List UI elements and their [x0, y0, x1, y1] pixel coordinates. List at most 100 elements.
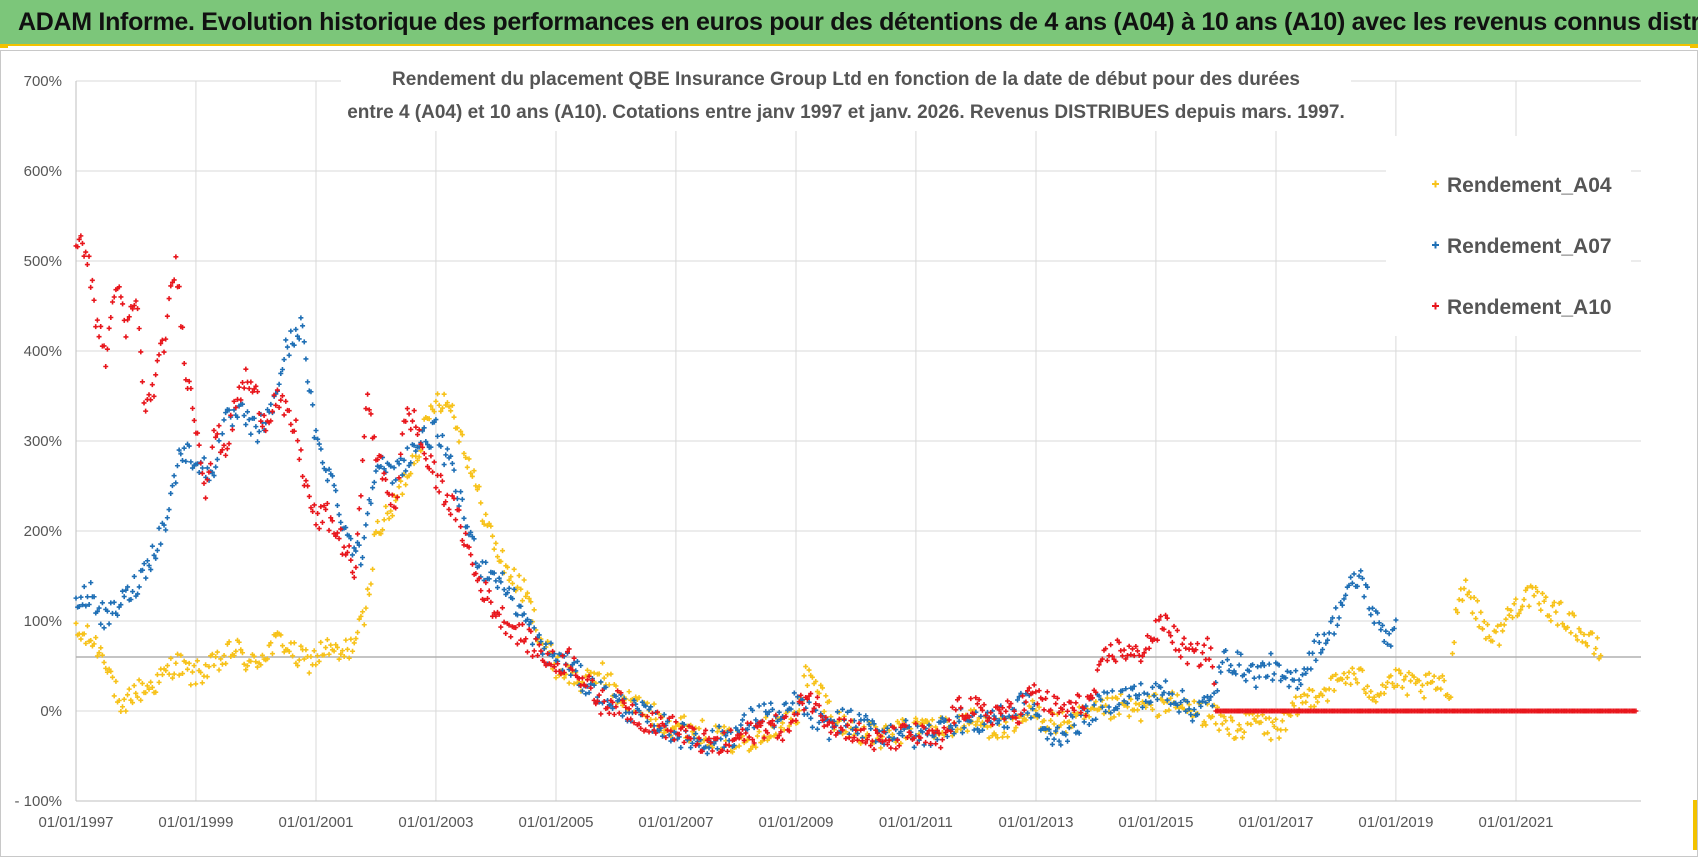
data-point-A07 [1250, 662, 1256, 668]
data-point-A10 [439, 478, 445, 484]
data-point-A04 [356, 616, 362, 622]
data-point-A10 [679, 724, 685, 730]
data-point-A04 [488, 523, 494, 529]
data-point-A07 [158, 541, 164, 547]
data-point-A10 [211, 427, 217, 433]
data-point-A04 [339, 648, 345, 654]
data-point-A04 [1541, 598, 1547, 604]
data-point-A10 [628, 716, 634, 722]
data-point-A04 [1005, 734, 1011, 740]
data-point-A07 [1256, 674, 1262, 680]
data-point-A10 [399, 431, 405, 437]
data-point-A10 [238, 397, 244, 403]
data-point-A07 [428, 444, 434, 450]
data-point-A04 [1381, 691, 1387, 697]
data-point-A04 [1568, 630, 1574, 636]
data-point-A07 [336, 512, 342, 518]
data-point-A07 [1315, 632, 1321, 638]
data-point-A10 [851, 734, 857, 740]
data-point-A10 [719, 748, 725, 754]
data-point-A10 [786, 728, 792, 734]
data-point-A07 [371, 479, 377, 485]
data-point-A04 [1571, 613, 1577, 619]
data-point-A10 [274, 387, 280, 393]
data-point-A04 [1486, 634, 1492, 640]
data-point-A10 [148, 397, 154, 403]
data-point-A04 [83, 640, 89, 646]
data-point-A04 [173, 660, 179, 666]
data-point-A07 [1318, 650, 1324, 656]
data-point-A10 [430, 469, 436, 475]
data-point-A07 [284, 344, 290, 350]
data-point-A07 [214, 456, 220, 462]
data-point-A10 [518, 637, 524, 643]
data-point-A10 [198, 460, 204, 466]
data-point-A07 [665, 718, 671, 724]
data-point-A10 [231, 398, 237, 404]
data-point-A10 [673, 719, 679, 725]
data-point-A10 [151, 393, 157, 399]
data-point-A07 [276, 381, 282, 387]
data-point-A10 [333, 533, 339, 539]
data-point-A10 [1121, 647, 1127, 653]
data-point-A07 [80, 602, 86, 608]
data-point-A10 [421, 451, 427, 457]
data-point-A07 [366, 497, 372, 503]
data-point-A07 [1004, 725, 1010, 731]
data-point-A10 [633, 710, 639, 716]
data-point-A10 [758, 723, 764, 729]
data-point-A10 [835, 730, 841, 736]
data-point-A10 [754, 724, 760, 730]
data-point-A10 [879, 739, 885, 745]
data-point-A07 [333, 488, 339, 494]
data-point-A07 [453, 488, 459, 494]
data-point-A10 [681, 739, 687, 745]
data-point-A07 [421, 425, 427, 431]
data-point-A04 [644, 700, 650, 706]
data-point-A04 [1505, 606, 1511, 612]
data-point-A04 [1404, 692, 1410, 698]
data-point-A10 [913, 721, 919, 727]
data-point-A10 [415, 432, 421, 438]
corner-mark-bottom-right [1693, 800, 1697, 850]
data-point-A04 [1456, 597, 1462, 603]
data-point-A07 [221, 417, 227, 423]
data-point-A07 [1303, 670, 1309, 676]
data-point-A10 [423, 456, 429, 462]
data-point-A04 [973, 722, 979, 728]
data-point-A04 [1439, 673, 1445, 679]
data-point-A07 [425, 442, 431, 448]
data-point-A10 [858, 727, 864, 733]
data-point-A04 [1506, 612, 1512, 618]
data-point-A10 [521, 639, 527, 645]
data-point-A10 [1020, 693, 1026, 699]
data-point-A07 [296, 336, 302, 342]
data-point-A07 [840, 706, 846, 712]
data-point-A07 [1284, 668, 1290, 674]
data-point-A10 [416, 427, 422, 433]
data-point-A04 [185, 666, 191, 672]
data-point-A10 [533, 636, 539, 642]
data-point-A07 [571, 660, 577, 666]
data-point-A04 [819, 685, 825, 691]
data-point-A04 [1354, 680, 1360, 686]
data-point-A10 [469, 561, 475, 567]
data-point-A04 [509, 580, 515, 586]
data-point-A04 [1203, 722, 1209, 728]
data-point-A10 [699, 748, 705, 754]
data-point-A04 [661, 730, 667, 736]
data-point-A07 [788, 706, 794, 712]
data-point-A10 [878, 733, 884, 739]
data-point-A07 [1104, 690, 1110, 696]
data-point-A10 [1070, 705, 1076, 711]
data-point-A07 [971, 727, 977, 733]
data-point-A07 [996, 718, 1002, 724]
data-point-A07 [1349, 580, 1355, 586]
data-point-A10 [813, 701, 819, 707]
data-point-A10 [1065, 708, 1071, 714]
data-point-A07 [1164, 697, 1170, 703]
data-point-A04 [428, 403, 434, 409]
data-point-A10 [1161, 626, 1167, 632]
data-point-A10 [876, 737, 882, 743]
data-point-A10 [443, 499, 449, 505]
